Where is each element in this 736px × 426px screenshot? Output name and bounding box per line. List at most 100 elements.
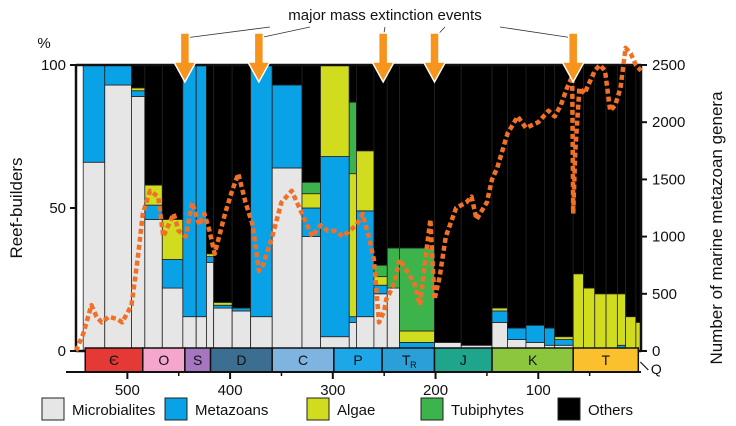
bar-11-others: [271, 64, 303, 86]
bar-24-others: [544, 64, 556, 329]
y-right-tick-label: 1500: [652, 171, 685, 188]
bar-4-microbialites: [161, 287, 184, 352]
bar-17-others: [386, 64, 400, 249]
legend-label-microbialites: Microbialites: [72, 402, 155, 419]
bar-5-microbialites: [182, 316, 197, 352]
extinction-arrow-66ma: [560, 32, 586, 84]
diversity-curve: [73, 45, 643, 352]
extinction-annotation: major mass extinction events: [288, 7, 481, 24]
bar-2-metazoans: [131, 90, 146, 97]
bar-31-others: [625, 64, 637, 318]
bar-28-others: [594, 64, 607, 295]
bar-21-metazoans: [491, 310, 508, 323]
bar-9-metazoans: [231, 307, 252, 312]
annotation-leader-line: [499, 26, 574, 39]
bar-14-others: [348, 64, 357, 103]
axes: 0 50 100% Reef-builders 0 500 1000 1500 2000 2500…: [7, 35, 726, 365]
legend: Microbialites Metazoans Algae Tubiphytes Oth…: [41, 397, 633, 421]
y-right-tick-label: 1000: [652, 229, 685, 246]
bar-12-algae: [301, 193, 321, 209]
legend-label-tubiphytes: Tubiphytes: [451, 402, 524, 419]
bar-22-metazoans: [507, 327, 527, 340]
bar-28-algae: [594, 293, 607, 352]
bar-15-microbialites: [356, 316, 375, 352]
bar-0-metazoans: [82, 64, 106, 163]
period-label-s: S: [193, 352, 202, 368]
period-label-t: T: [601, 352, 610, 368]
bar-14-tubiphytes: [348, 101, 357, 175]
period-label-p: P: [353, 352, 362, 368]
y-left-tick-label: 0: [58, 343, 66, 360]
y-left-axis-title: Reef-builders: [7, 157, 26, 258]
period-label-q: Q: [651, 361, 662, 377]
bar-24-metazoans: [544, 327, 556, 346]
legend-label-algae: Algae: [337, 402, 375, 419]
period-label-tr-sub: R: [410, 360, 417, 370]
bar-1-metazoans: [104, 64, 132, 86]
bar-22-others: [507, 64, 527, 329]
bar-12-others: [301, 64, 321, 183]
bar-12-microbialites: [301, 236, 321, 352]
bar-18-tubiphytes: [399, 247, 435, 332]
bar-7-microbialites: [206, 261, 215, 352]
period-label-tr: T: [402, 352, 411, 368]
bar-14-metazoans: [348, 316, 357, 323]
bar-23-metazoans: [525, 324, 545, 343]
bar-15-algae: [356, 150, 375, 212]
y-right-tick-label: 2000: [652, 114, 685, 131]
extinction-arrow-444ma: [172, 32, 198, 84]
bar-6-metazoans: [195, 64, 207, 318]
bar-12-tubiphytes: [301, 181, 321, 195]
bar-27-others: [583, 64, 596, 289]
legend-swatch-microbialites: [41, 397, 65, 421]
bar-27-algae: [583, 287, 596, 352]
bar-10-microbialites: [250, 316, 273, 352]
y-right-axis-title: Number of marine metazoan genera: [707, 91, 726, 365]
period-label-c: C: [298, 352, 308, 368]
bar-21-others: [491, 64, 508, 309]
bar-25-algae: [554, 336, 574, 340]
period-t: [572, 347, 640, 373]
bar-4-algae: [161, 219, 184, 260]
bar-30-algae: [616, 293, 626, 346]
bar-14-algae: [348, 173, 357, 318]
stacked-bars: [82, 64, 642, 352]
bar-8-others: [213, 64, 233, 303]
bar-3-microbialites: [144, 219, 163, 352]
bar-9-microbialites: [231, 310, 252, 352]
legend-label-metazoans: Metazoans: [195, 402, 268, 419]
y-right-tick-label: 500: [652, 286, 677, 303]
diversity-curve-layer: [73, 45, 643, 352]
y-left-tick-label: 100: [41, 57, 66, 74]
bar-13-metazoans: [320, 156, 350, 338]
extinction-arrow-201ma: [422, 32, 447, 84]
bar-21-microbialites: [491, 321, 508, 352]
bar-7-metazoans: [206, 256, 215, 263]
quaternary-pointer: [639, 361, 649, 371]
bar-17-microbialites: [386, 287, 400, 352]
bar-21-algae: [491, 307, 508, 312]
bar-3-others: [144, 64, 163, 186]
extinction-arrow-251ma: [370, 32, 396, 84]
bar-5-metazoans: [182, 64, 197, 318]
x-tick-label: 300: [320, 382, 345, 399]
bar-25-metazoans: [554, 339, 574, 346]
period-є: [84, 347, 144, 373]
period-label-k: K: [528, 352, 538, 368]
bar-29-algae: [605, 293, 618, 352]
bar-14-microbialites: [348, 321, 357, 352]
x-tick-label: 500: [115, 382, 140, 399]
extinction-arrow-372ma: [246, 32, 272, 84]
bar-2-others: [131, 64, 146, 89]
annotation-leader-line: [258, 26, 311, 39]
legend-swatch-others: [557, 397, 581, 421]
bar-8-metazoans: [213, 304, 233, 309]
bar-8-microbialites: [213, 307, 233, 352]
legend-swatch-tubiphytes: [420, 397, 444, 421]
y-left-unit: %: [37, 35, 50, 52]
x-tick-label: 400: [218, 382, 243, 399]
legend-swatch-algae: [306, 397, 330, 421]
extinction-arrows: major mass extinction events: [172, 7, 586, 84]
